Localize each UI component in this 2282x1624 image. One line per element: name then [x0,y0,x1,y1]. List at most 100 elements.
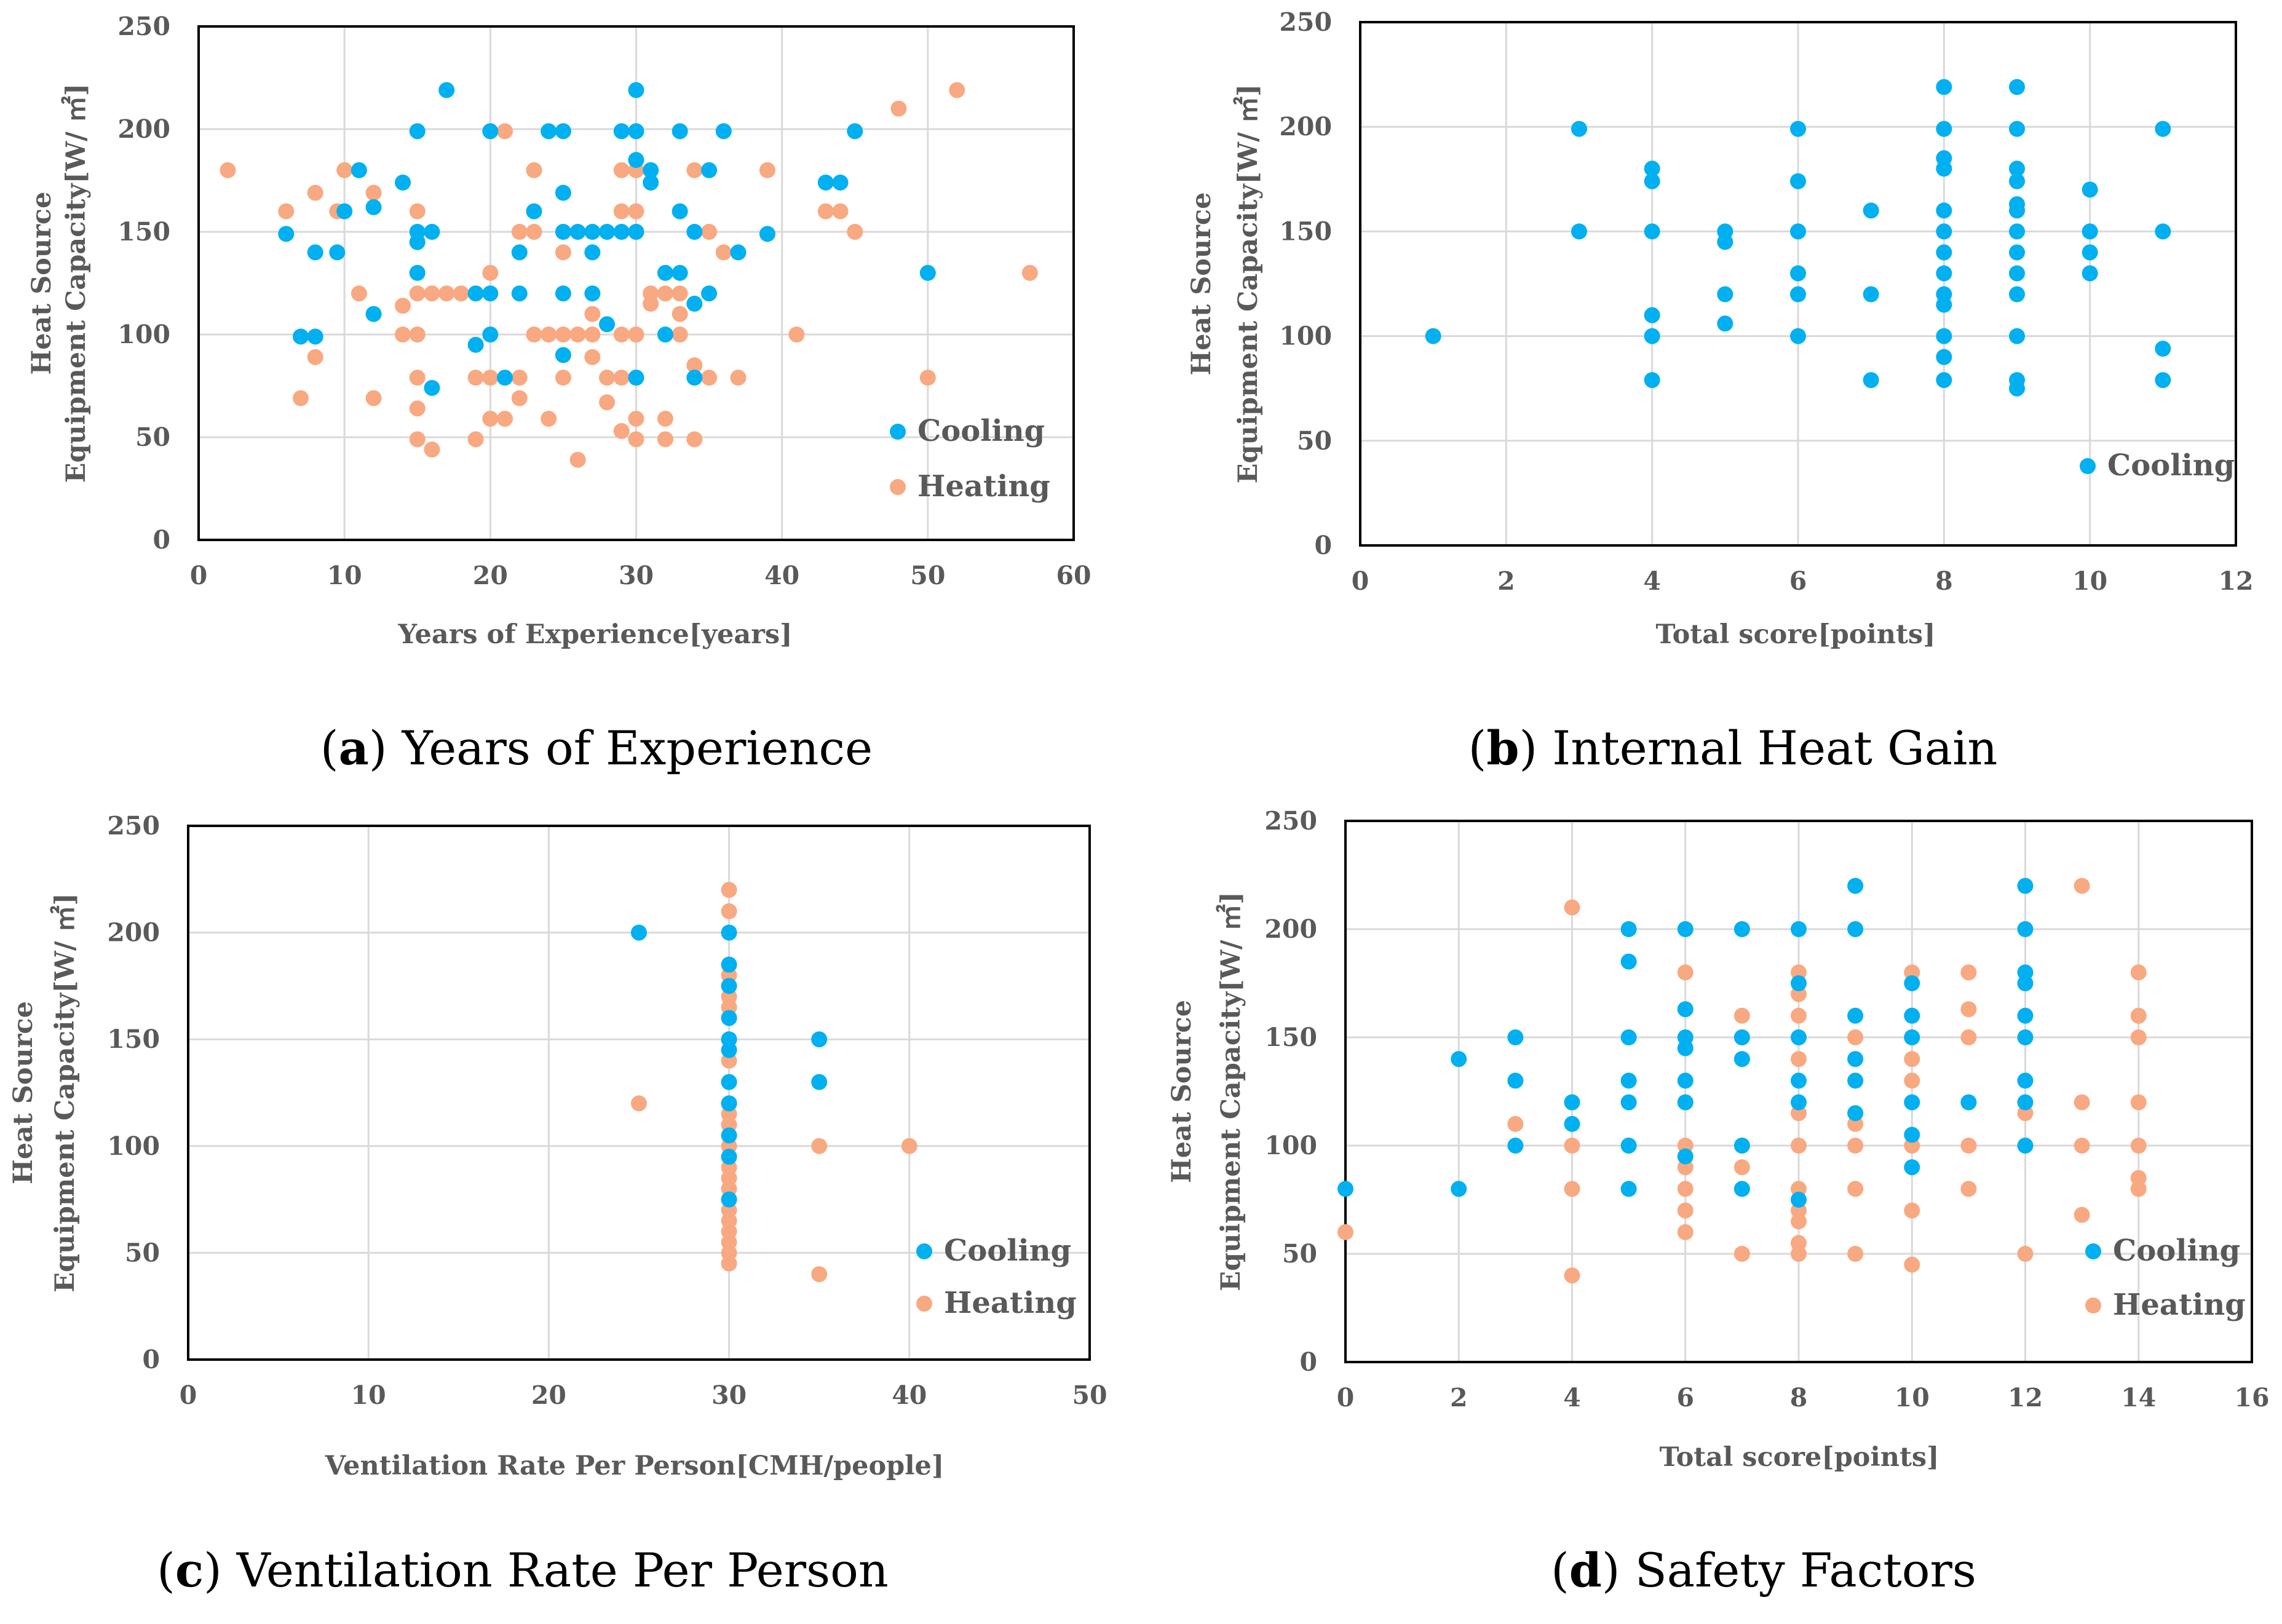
data-point-cooling [1571,121,1587,137]
data-point-cooling [1847,1007,1864,1024]
data-point-heating [1564,899,1580,916]
data-point-heating [526,162,542,178]
data-point-heating [511,370,528,386]
data-point-cooling [307,244,323,261]
x-tick-label: 30 [619,561,654,590]
data-point-cooling [1936,79,1952,95]
data-point-cooling [1425,328,1441,344]
data-point-heating [1904,1072,1920,1089]
y-tick-label: 0 [1299,1347,1317,1377]
data-point-heating [409,431,426,448]
x-tick-label: 20 [473,561,508,590]
data-point-heating [657,431,673,448]
data-point-heating [657,285,673,302]
x-axis-label: Years of Experience[years] [398,619,793,650]
y-tick-label: 50 [135,422,170,452]
data-point-heating [584,349,601,365]
legend-marker-cooling [2080,458,2096,474]
x-tick-label: 50 [910,561,945,590]
data-point-heating [686,357,703,374]
data-point-heating [511,390,528,406]
data-point-cooling [2082,265,2098,282]
data-point-heating [1904,1051,1920,1067]
y-axis-label-line2: Equipment Capacity[W/ ㎡] [1216,892,1246,1291]
data-point-heating [1677,1181,1694,1197]
data-point-cooling [701,162,718,178]
data-point-heating [628,431,644,448]
y-tick-label: 250 [1264,806,1317,836]
legend-label-heating: Heating [917,469,1050,504]
data-point-heating [686,162,703,178]
data-point-cooling [628,224,644,240]
data-point-cooling [278,226,295,242]
data-point-cooling [2155,372,2171,389]
data-point-cooling [293,328,309,345]
y-tick-label: 0 [153,525,170,555]
data-point-cooling [2155,341,2171,357]
legend-label-cooling: Cooling [944,1234,1071,1268]
legend-label-cooling: Cooling [2107,448,2235,483]
data-point-heating [497,410,513,427]
y-tick-label: 250 [107,811,160,841]
data-point-cooling [1677,1094,1694,1111]
data-point-cooling [424,224,440,240]
y-axis-label-line1: Heat Source [1167,1000,1197,1183]
data-point-cooling [1936,223,1952,240]
legend-label-heating: Heating [2113,1288,2246,1322]
data-point-cooling [919,264,936,281]
data-point-cooling [628,370,644,386]
data-point-cooling [1936,265,1952,282]
y-tick-label: 0 [142,1345,160,1374]
data-point-heating [2074,877,2090,894]
series-heating [631,882,917,1283]
data-point-heating [811,1266,828,1283]
data-point-cooling [1620,1138,1637,1154]
legend-marker-heating [916,1296,932,1312]
data-point-cooling [2017,1072,2034,1089]
data-point-cooling [1936,349,1952,365]
data-point-heating [2074,1138,2090,1154]
data-point-heating [1904,1256,1920,1273]
data-point-heating [2130,1138,2147,1154]
data-point-heating [497,123,513,140]
data-point-cooling [628,123,644,140]
data-point-cooling [1733,1051,1750,1067]
data-point-cooling [365,306,382,322]
data-point-cooling [1644,160,1660,177]
data-point-cooling [657,264,673,281]
y-tick-label: 50 [125,1238,160,1267]
data-point-cooling [1507,1029,1524,1045]
data-point-heating [730,370,747,386]
data-point-cooling [1620,1181,1637,1197]
y-tick-label: 50 [1297,426,1332,456]
legend-marker-heating [2085,1297,2101,1313]
y-axis-label-line1: Heat Source [8,1001,39,1184]
data-point-heating [811,1138,828,1154]
data-point-heating [631,1095,647,1112]
data-point-cooling [759,226,775,242]
data-point-heating [788,327,805,343]
y-tick-label: 150 [117,217,170,247]
data-point-cooling [672,264,688,281]
data-point-cooling [1904,1159,1920,1176]
data-point-heating [613,203,630,220]
data-point-cooling [2082,244,2098,261]
x-tick-label: 6 [1789,566,1807,596]
data-point-heating [584,306,601,322]
x-tick-label: 8 [1790,1383,1808,1412]
data-point-cooling [1677,1148,1694,1165]
data-point-heating [541,327,557,343]
data-point-cooling [1677,1029,1694,1045]
data-point-cooling [2009,196,2025,213]
y-tick-label: 150 [1279,216,1332,246]
data-point-cooling [1564,1094,1580,1111]
data-point-heating [657,410,673,427]
data-point-cooling [1904,1094,1920,1111]
data-point-cooling [721,956,737,973]
data-point-heating [721,903,737,919]
data-point-cooling [628,82,644,98]
data-point-heating [919,370,936,386]
data-point-heating [613,162,630,178]
data-point-cooling [1717,286,1733,303]
data-point-heating [701,224,718,240]
